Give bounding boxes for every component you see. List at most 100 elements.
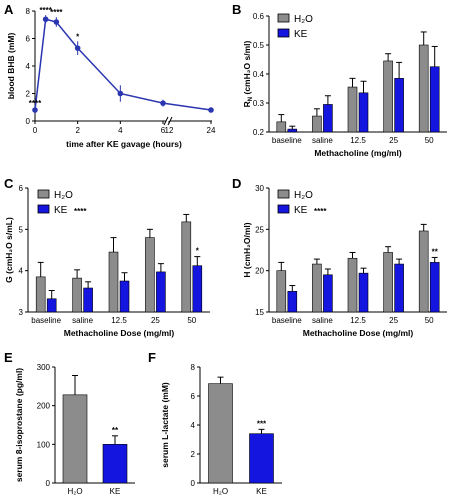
- panel-c-ytick-label: 3: [19, 308, 24, 317]
- panel-b-bar-h2o: [276, 121, 287, 133]
- panel-a-significance: ****: [29, 99, 42, 108]
- panel-a-significance: ****: [39, 6, 52, 15]
- panel-b-bar-ke: [429, 66, 440, 133]
- panel-b-ytick-label: 0.5: [253, 41, 265, 50]
- panel-a-letter: A: [4, 2, 14, 17]
- panel-c-xtick-label: 12.5: [111, 316, 127, 325]
- panel-d-bar-h2o: [347, 257, 358, 313]
- panel-b-bar-h2o: [312, 115, 322, 133]
- panel-f-significance: ***: [257, 419, 267, 428]
- panel-d-legend-significance: ****: [314, 207, 327, 216]
- panel-d-ytick-label: 15: [255, 308, 264, 317]
- panel-c: C 3 4 5 6 baseline saline 12.5 25 * 50 Methacholine…: [4, 176, 210, 338]
- panel-b-bar-h2o: [383, 60, 393, 133]
- panel-b-xtick-label: 12.5: [350, 136, 366, 145]
- panel-a-xtick-label: 2: [75, 126, 80, 135]
- panel-e-bar-ke: [102, 444, 128, 484]
- panel-e-xtick-label: H₂O: [67, 487, 82, 496]
- panel-c-bar-h2o: [72, 277, 82, 313]
- panel-c-xlabel: Methacholine Dose (mg/ml): [64, 328, 175, 338]
- panel-b-xtick-label: 50: [425, 136, 434, 145]
- panel-b-legend-h2o-swatch: [277, 13, 290, 23]
- panel-c-bar-h2o: [181, 221, 192, 313]
- panel-d-letter: D: [232, 176, 241, 191]
- panel-d-ytick-label: 20: [255, 267, 264, 276]
- panel-c-legend-ke-label: KE: [54, 205, 68, 216]
- panel-e-ytick-label: 100: [37, 440, 51, 449]
- panel-d-xtick-label: baseline: [272, 316, 302, 325]
- panel-b-xtick-label: baseline: [272, 136, 302, 145]
- panel-c-legend-h2o-swatch: [37, 189, 50, 199]
- panel-b: B 0.2 0.3 0.4 0.5 0.6 baseline saline 12.5 25 50 Me…: [232, 2, 447, 158]
- panel-a-data-point: [53, 19, 60, 25]
- panel-f-ytick-label: 8: [191, 363, 196, 372]
- panel-d-bar-ke: [323, 274, 333, 313]
- panel-a-ytick-label: 8: [26, 7, 31, 16]
- panel-c-ytick-label: 5: [19, 225, 24, 234]
- panel-e-bar-h2o: [62, 394, 88, 484]
- panel-a-series-line: [34, 18, 212, 111]
- panel-b-xtick-label: 25: [389, 136, 398, 145]
- panel-b-legend-h2o-label: H₂O: [294, 14, 313, 25]
- panel-a-data-point: [160, 100, 166, 106]
- panel-d-xlabel: Methacholine Dose (mg/ml): [303, 328, 414, 338]
- panel-c-legend-ke-swatch: [37, 204, 50, 214]
- panel-d-bar-h2o: [383, 252, 393, 313]
- panel-c-bar-ke: [156, 271, 166, 313]
- panel-e-ylabel: serum 8-isoprostane (pg/ml): [14, 368, 24, 482]
- panel-d-bar-ke: [287, 291, 298, 313]
- panel-d-legend-ke-swatch: [277, 204, 290, 214]
- panel-c-bar-ke: [119, 280, 130, 313]
- panel-b-xtick-label: saline: [312, 136, 333, 145]
- panel-d-bar-ke: [429, 262, 440, 313]
- panel-d-legend-h2o-swatch: [277, 189, 290, 199]
- panel-c-ytick-label: 6: [19, 184, 24, 193]
- panel-f-xtick-label: KE: [256, 487, 267, 496]
- panel-b-xlabel: Methacholine (mg/ml): [314, 148, 402, 158]
- panel-b-bar-ke: [394, 78, 404, 133]
- panel-b-bar-ke: [323, 104, 333, 133]
- panel-a-xtick-label: 24: [207, 126, 216, 135]
- panel-a-xlabel: time after KE gavage (hours): [66, 139, 182, 149]
- panel-a-axis-break: [163, 116, 169, 126]
- panel-c-bar-h2o: [108, 251, 119, 313]
- panel-f-xtick-label: H₂O: [213, 487, 228, 496]
- panel-a-ytick-label: 4: [26, 62, 31, 71]
- panel-d-xtick-label: 25: [389, 316, 398, 325]
- panel-c-bar-ke: [192, 265, 203, 313]
- panel-b-ytick-label: 0.3: [253, 99, 265, 108]
- panel-a-ytick-label: 2: [26, 90, 31, 99]
- panel-b-legend-ke-label: KE: [294, 29, 308, 40]
- panel-a-data-point: [117, 90, 124, 97]
- panel-a-data-point: [42, 16, 49, 23]
- panel-b-bar-h2o: [418, 44, 429, 133]
- panel-c-ytick-label: 4: [19, 267, 24, 276]
- panel-b-ylabel: RN (cmH₂O s/ml): [242, 40, 254, 107]
- panel-f-ytick-label: 4: [191, 421, 196, 430]
- panel-e-ytick-label: 200: [37, 402, 51, 411]
- panel-a-ytick-label: 0: [26, 117, 31, 126]
- panel-a-xtick-label: 4: [118, 126, 123, 135]
- panel-a-significance: ****: [50, 8, 63, 17]
- panel-f-ytick-label: 6: [191, 392, 196, 401]
- panel-c-bar-h2o: [35, 276, 46, 313]
- panel-b-bar-ke: [287, 128, 298, 133]
- panel-d-legend-h2o-label: H₂O: [294, 190, 313, 201]
- panel-b-legend-ke-swatch: [277, 28, 290, 38]
- panel-d-legend-ke-label: KE: [294, 205, 308, 216]
- panel-c-xtick-label: 50: [187, 316, 196, 325]
- panel-a-data-point: [74, 45, 81, 51]
- panel-f: F 0 2 4 6 8 H₂O *** KE serum L-lactate (mM): [148, 350, 282, 496]
- panel-c-legend-significance: ****: [74, 207, 87, 216]
- panel-f-ytick-label: 0: [191, 479, 196, 488]
- panel-e: E 0 100 200 300 H₂O ** KE serum 8-isoprostane (p…: [4, 350, 135, 496]
- panel-e-ytick-label: 0: [46, 479, 51, 488]
- panel-a-ytick-label: 6: [26, 35, 31, 44]
- panel-a-xtick-label: 0: [33, 126, 38, 135]
- panel-c-ylabel: G (cmH₂O s/mL): [4, 217, 14, 283]
- panel-c-letter: C: [4, 176, 14, 191]
- panel-d-ylabel: H (cmH₂O/ml): [242, 222, 252, 277]
- panel-e-ytick-label: 300: [37, 363, 51, 372]
- panel-c-bar-ke: [46, 298, 57, 313]
